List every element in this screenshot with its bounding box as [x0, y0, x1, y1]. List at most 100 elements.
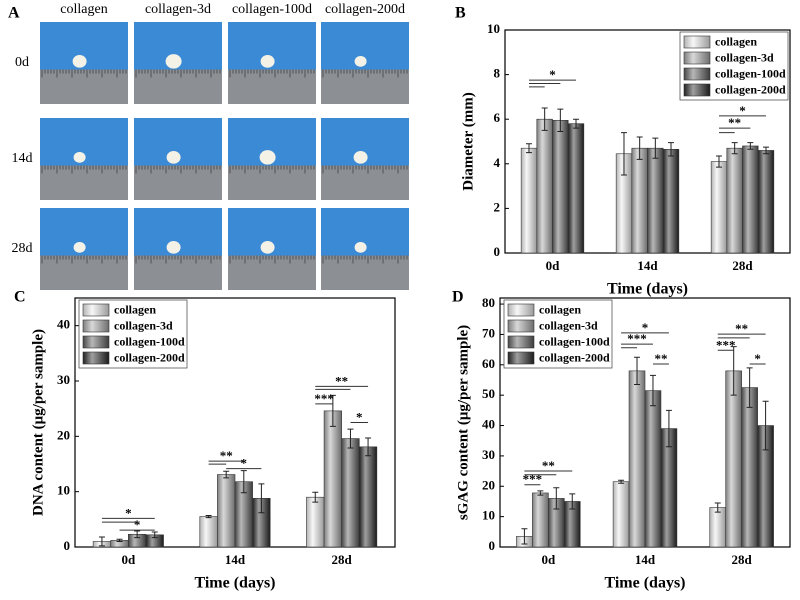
significance-label: * — [642, 320, 649, 335]
error-bar — [521, 528, 528, 545]
sample-disc — [354, 55, 367, 67]
x-tick-label: 28d — [732, 258, 753, 273]
sample-disc — [73, 151, 86, 163]
y-axis-label: DNA content (μg/per sample) — [30, 329, 46, 516]
x-tick-label: 0d — [121, 552, 136, 567]
error-bar — [347, 428, 354, 449]
error-bar — [329, 394, 336, 427]
y-tick-label: 8 — [494, 66, 501, 81]
error-bar — [652, 137, 659, 159]
significance-label: ** — [335, 373, 348, 388]
significance-label: *** — [314, 391, 334, 406]
bar — [552, 120, 569, 254]
legend-swatch — [507, 351, 535, 365]
legend-label: collagen-200d — [114, 350, 185, 364]
bar — [358, 446, 378, 548]
legend-swatch — [82, 335, 110, 349]
ruler — [134, 255, 222, 290]
ruler — [40, 69, 128, 104]
significance-label: *** — [627, 331, 647, 346]
y-axis-label: Diameter (mm) — [460, 92, 476, 190]
y-tick-label: 30 — [57, 372, 70, 387]
error-bar — [525, 143, 532, 154]
error-bar — [557, 108, 564, 132]
y-tick-label: 50 — [482, 386, 495, 401]
ruler — [321, 165, 409, 200]
bar — [536, 118, 553, 254]
y-tick-label: 20 — [482, 477, 495, 492]
sample-disc — [353, 151, 368, 164]
legend-label: collagen-3d — [114, 318, 173, 332]
significance-label: * — [549, 67, 556, 82]
y-tick-label: 0 — [64, 538, 71, 553]
legend-label: collagen-100d — [114, 334, 185, 348]
bar — [647, 147, 664, 254]
y-tick-label: 60 — [482, 356, 495, 371]
error-bar — [668, 142, 675, 157]
significance-label: ** — [728, 115, 741, 130]
y-tick-label: 6 — [494, 110, 501, 125]
error-bar — [240, 470, 247, 494]
x-tick-label: 14d — [637, 258, 658, 273]
panel-label: A — [8, 5, 20, 22]
x-axis-label: Time (days) — [604, 575, 685, 592]
legend-swatch — [82, 303, 110, 317]
ruler — [134, 165, 222, 200]
bar — [757, 150, 775, 254]
row-label: 0d — [15, 55, 29, 70]
x-tick-label: 14d — [635, 552, 656, 567]
bar — [742, 145, 759, 254]
error-bar — [746, 367, 753, 408]
error-bar — [541, 107, 548, 131]
y-tick-label: 10 — [487, 21, 500, 36]
error-bar — [223, 470, 230, 479]
ruler — [40, 255, 128, 290]
significance-label: * — [241, 456, 248, 471]
bar — [199, 516, 218, 548]
row-label: 14d — [12, 151, 33, 166]
error-bar — [634, 356, 641, 386]
error-bar — [636, 136, 643, 160]
sample-disc — [166, 151, 181, 164]
significance-label: ** — [735, 321, 748, 336]
bar — [741, 387, 758, 548]
x-tick-label: 28d — [332, 552, 353, 567]
y-tick-label: 4 — [494, 155, 501, 170]
y-tick-label: 70 — [482, 325, 495, 340]
panel-label: B — [455, 5, 466, 22]
legend-label: collagen-3d — [715, 50, 774, 64]
row-label: 28d — [12, 241, 33, 256]
error-bar — [620, 132, 627, 176]
sample-disc — [165, 54, 182, 69]
error-bar — [731, 142, 738, 155]
error-bar — [649, 374, 656, 407]
bar — [726, 147, 743, 254]
legend-swatch — [683, 35, 711, 49]
column-header: collagen — [60, 2, 107, 17]
error-bar — [312, 491, 319, 503]
sample-disc — [260, 241, 275, 254]
bar — [644, 390, 662, 548]
bar — [306, 496, 325, 548]
x-axis-label: Time (days) — [194, 575, 275, 592]
error-bar — [258, 483, 265, 514]
error-bar — [116, 538, 123, 542]
bar — [323, 410, 342, 548]
legend-label: collagen-200d — [539, 350, 610, 364]
error-bar — [134, 530, 141, 539]
significance-label: * — [356, 409, 363, 424]
sample-disc — [72, 55, 87, 68]
legend-swatch — [507, 303, 535, 317]
ruler — [321, 69, 409, 104]
y-tick-label: 10 — [482, 508, 495, 523]
error-bar — [569, 493, 576, 510]
significance-label: ** — [220, 448, 233, 463]
legend-swatch — [683, 83, 711, 97]
y-tick-label: 80 — [482, 295, 495, 310]
sample-disc — [73, 241, 86, 253]
ruler — [321, 255, 409, 290]
error-bar — [762, 400, 769, 451]
y-tick-label: 0 — [494, 244, 501, 259]
sample-disc — [260, 55, 275, 68]
